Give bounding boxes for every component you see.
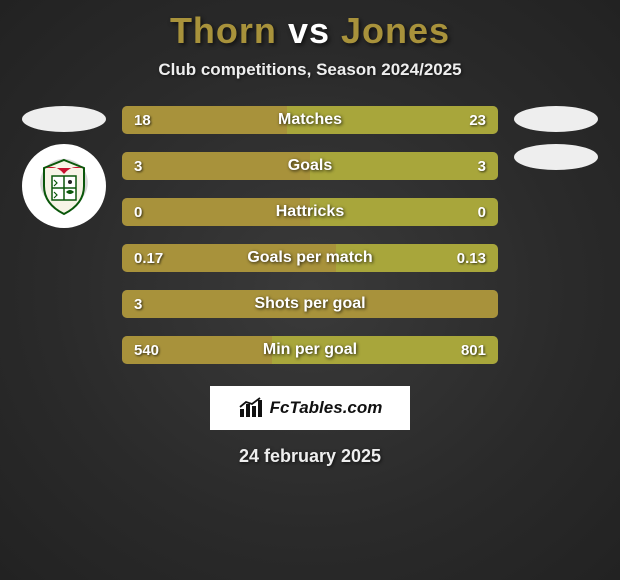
branding-badge: FcTables.com <box>210 386 410 430</box>
branding-text: FcTables.com <box>270 398 383 418</box>
stat-bar: 00Hattricks <box>122 198 498 226</box>
player1-name: Thorn <box>170 10 277 51</box>
player2-side <box>506 106 606 364</box>
stat-bar-seg-left <box>122 198 310 226</box>
stat-value-right: 23 <box>469 106 486 134</box>
stat-bar-seg-right <box>310 198 498 226</box>
stat-bar-seg-left <box>122 152 310 180</box>
stat-bar: 540801Min per goal <box>122 336 498 364</box>
date-text: 24 february 2025 <box>0 446 620 467</box>
stat-value-left: 3 <box>134 290 142 318</box>
player1-club-crest-icon <box>22 144 106 228</box>
stat-value-right: 3 <box>478 152 486 180</box>
branding-chart-icon <box>238 397 264 419</box>
player1-flag-icon <box>22 106 106 132</box>
stat-bar-seg-left <box>122 290 498 318</box>
stat-bar: 33Goals <box>122 152 498 180</box>
stat-value-left: 3 <box>134 152 142 180</box>
stat-value-left: 0 <box>134 198 142 226</box>
stat-value-right: 0 <box>478 198 486 226</box>
vs-text: vs <box>288 10 330 51</box>
comparison-layout: 1823Matches33Goals00Hattricks0.170.13Goa… <box>0 106 620 364</box>
subtitle: Club competitions, Season 2024/2025 <box>0 60 620 80</box>
player2-name: Jones <box>341 10 450 51</box>
stat-bar: 3Shots per goal <box>122 290 498 318</box>
comparison-title: Thorn vs Jones <box>0 0 620 52</box>
stat-bar: 1823Matches <box>122 106 498 134</box>
stat-value-left: 540 <box>134 336 159 364</box>
stat-bar-seg-right <box>310 152 498 180</box>
player2-flag-icon <box>514 106 598 132</box>
stat-value-left: 0.17 <box>134 244 163 272</box>
player2-club-placeholder-icon <box>514 144 598 170</box>
player1-side <box>14 106 114 364</box>
stat-bar: 0.170.13Goals per match <box>122 244 498 272</box>
stat-value-right: 801 <box>461 336 486 364</box>
stat-bars: 1823Matches33Goals00Hattricks0.170.13Goa… <box>114 106 506 364</box>
stat-value-left: 18 <box>134 106 151 134</box>
stat-value-right: 0.13 <box>457 244 486 272</box>
stat-bar-seg-right <box>287 106 498 134</box>
